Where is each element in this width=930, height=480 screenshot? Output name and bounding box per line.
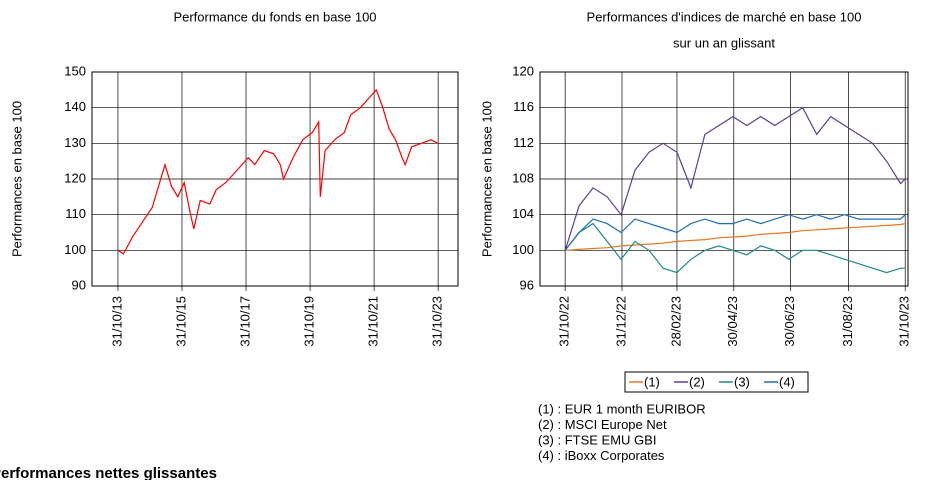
y-tick-label: 112 bbox=[513, 135, 534, 150]
x-tick-label: 30/04/23 bbox=[725, 296, 740, 347]
x-tick-label: 31/10/13 bbox=[109, 296, 124, 347]
series-line bbox=[564, 106, 906, 251]
y-tick-label: 96 bbox=[520, 277, 534, 292]
y-tick-label: 100 bbox=[512, 242, 534, 257]
chart-title: sur un an glissant bbox=[673, 35, 775, 50]
series-line bbox=[564, 222, 906, 274]
x-tick-label: 30/06/23 bbox=[782, 296, 797, 347]
chart-title: Performances d'indices de marché en base… bbox=[587, 9, 862, 24]
x-tick-label: 31/08/23 bbox=[840, 296, 855, 347]
y-tick-label: 90 bbox=[72, 277, 86, 292]
y-axis-label: Performances en base 100 bbox=[479, 101, 494, 257]
y-tick-label: 120 bbox=[512, 63, 534, 78]
footnote: (2) : MSCI Europe Net bbox=[538, 417, 667, 432]
y-axis-label: Performances en base 100 bbox=[9, 101, 24, 257]
legend-label: (1) bbox=[644, 374, 660, 389]
y-tick-label: 150 bbox=[64, 63, 86, 78]
series-line bbox=[117, 88, 439, 255]
y-tick-label: 140 bbox=[64, 99, 86, 114]
section-heading: Performances nettes glissantes bbox=[0, 465, 217, 480]
x-tick-label: 31/10/17 bbox=[237, 296, 252, 347]
chart-title: Performance du fonds en base 100 bbox=[173, 9, 376, 24]
x-tick-label: 31/10/23 bbox=[430, 296, 445, 347]
footnote: (1) : EUR 1 month EURIBOR bbox=[538, 401, 706, 416]
x-tick-label: 31/10/21 bbox=[366, 296, 381, 347]
legend-label: (3) bbox=[734, 374, 750, 389]
series-line bbox=[564, 214, 906, 251]
plot-frame bbox=[539, 71, 909, 287]
y-tick-label: 110 bbox=[65, 206, 86, 221]
plot-frame bbox=[91, 71, 459, 287]
x-tick-label: 31/10/22 bbox=[557, 296, 572, 347]
x-tick-label: 31/10/23 bbox=[897, 296, 912, 347]
x-tick-label: 31/12/22 bbox=[613, 296, 628, 347]
x-tick-label: 31/10/15 bbox=[173, 296, 188, 347]
x-tick-label: 28/02/23 bbox=[668, 296, 683, 347]
legend-box bbox=[624, 371, 809, 393]
y-tick-label: 104 bbox=[512, 206, 534, 221]
x-tick-label: 31/10/19 bbox=[302, 296, 317, 347]
y-tick-label: 120 bbox=[64, 170, 86, 185]
y-tick-label: 108 bbox=[512, 170, 534, 185]
y-tick-label: 130 bbox=[64, 135, 86, 150]
footnote: (4) : iBoxx Corporates bbox=[538, 448, 665, 463]
y-tick-label: 116 bbox=[513, 99, 534, 114]
legend-label: (4) bbox=[779, 374, 795, 389]
footnote: (3) : FTSE EMU GBI bbox=[538, 432, 656, 447]
y-tick-label: 100 bbox=[64, 242, 86, 257]
legend-label: (2) bbox=[689, 374, 705, 389]
series-line bbox=[565, 223, 906, 251]
